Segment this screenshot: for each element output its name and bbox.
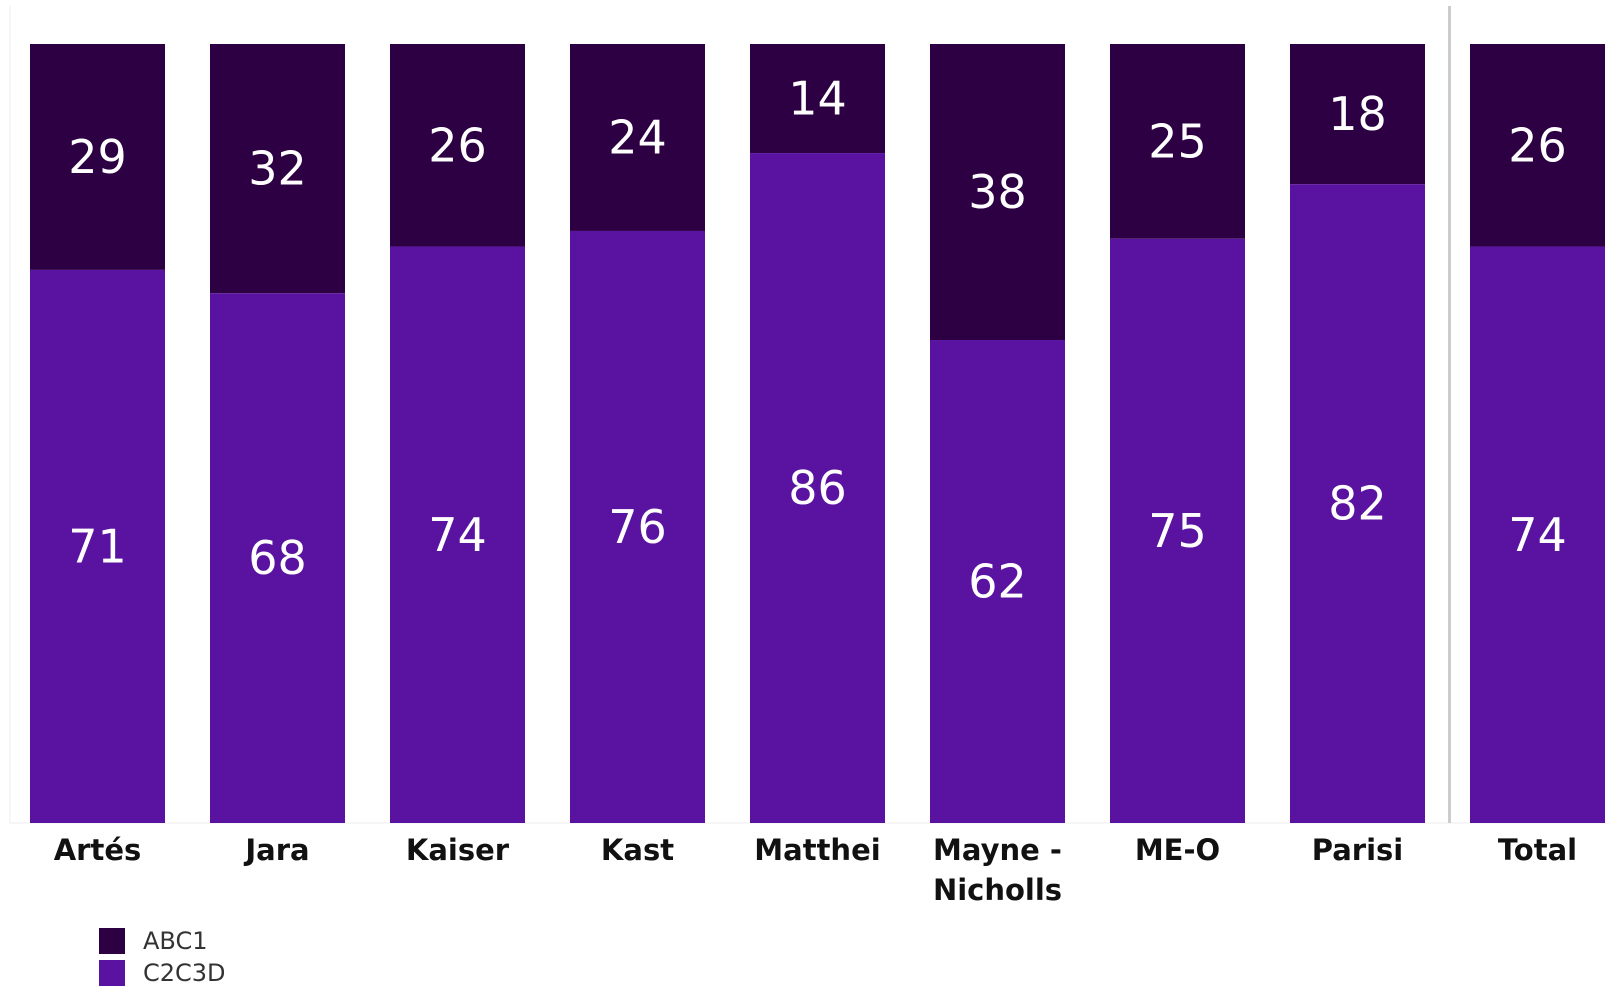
bar-c2c3d-matthei [750,153,885,823]
value-label-c2c3d-me-o: 75 [1148,504,1207,558]
legend-item-abc1: ABC1 [99,925,226,957]
legend-label-c2c3d: C2C3D [143,959,226,987]
bar-c2c3d-me-o [1110,238,1245,823]
value-label-abc1-mayne-nicholls: 38 [968,165,1027,219]
category-labels-group: Artés Jara Kaiser Kast Matthei Mayne -Nicholl… [54,833,1577,907]
bars-group [30,44,1605,824]
bar-abc1-kast [570,44,705,231]
bar-c2c3d-parisi [1290,184,1425,824]
value-label-abc1-me-o: 25 [1148,114,1207,168]
bar-c2c3d-mayne-nicholls [930,340,1065,823]
bar-c2c3d-art-s [30,269,165,823]
category-label-jara: Jara [243,833,309,867]
bar-abc1-mayne-nicholls [930,44,1065,341]
legend-swatch-c2c3d [99,960,125,986]
legend-item-c2c3d: C2C3D [99,957,226,989]
bar-abc1-parisi [1290,44,1425,185]
category-label-art-s: Artés [54,833,142,867]
category-label-me-o: ME-O [1135,833,1220,867]
bar-abc1-kaiser [390,44,525,247]
value-label-c2c3d-kast: 76 [608,500,667,554]
category-label-parisi: Parisi [1312,833,1404,867]
bar-abc1-me-o [1110,44,1245,239]
value-label-abc1-kaiser: 26 [428,118,487,172]
legend-swatch-abc1 [99,928,125,954]
legend: ABC1 C2C3D [99,925,226,989]
value-label-c2c3d-jara: 68 [248,531,307,585]
value-label-abc1-jara: 32 [248,142,307,196]
bar-c2c3d-total [1470,246,1605,824]
value-label-c2c3d-kaiser: 74 [428,508,487,562]
value-label-c2c3d-matthei: 86 [788,461,847,515]
value-label-c2c3d-art-s: 71 [68,519,127,573]
value-label-abc1-art-s: 29 [68,130,127,184]
bar-abc1-jara [210,44,345,294]
bar-abc1-art-s [30,44,165,270]
legend-label-abc1: ABC1 [143,927,208,955]
bar-c2c3d-kast [570,230,705,823]
bar-abc1-total [1470,44,1605,247]
value-label-abc1-total: 26 [1508,118,1567,172]
value-label-c2c3d-parisi: 82 [1328,477,1387,531]
value-label-c2c3d-total: 74 [1508,508,1567,562]
category-label-mayne-nicholls: Mayne -Nicholls [933,833,1062,907]
category-label-total: Total [1498,833,1577,867]
value-label-abc1-parisi: 18 [1328,87,1387,141]
value-labels-group: 29 71 32 68 26 74 24 76 14 86 38 62 25 75 18 82 26 74 [68,72,1567,609]
bar-abc1-matthei [750,44,885,154]
category-label-matthei: Matthei [754,833,880,867]
category-label-kast: Kast [601,833,674,867]
bar-c2c3d-kaiser [390,246,525,824]
value-label-c2c3d-mayne-nicholls: 62 [968,555,1027,609]
bar-c2c3d-jara [210,293,345,823]
category-label-kaiser: Kaiser [406,833,510,867]
value-label-abc1-kast: 24 [608,110,667,164]
value-label-abc1-matthei: 14 [788,72,847,126]
